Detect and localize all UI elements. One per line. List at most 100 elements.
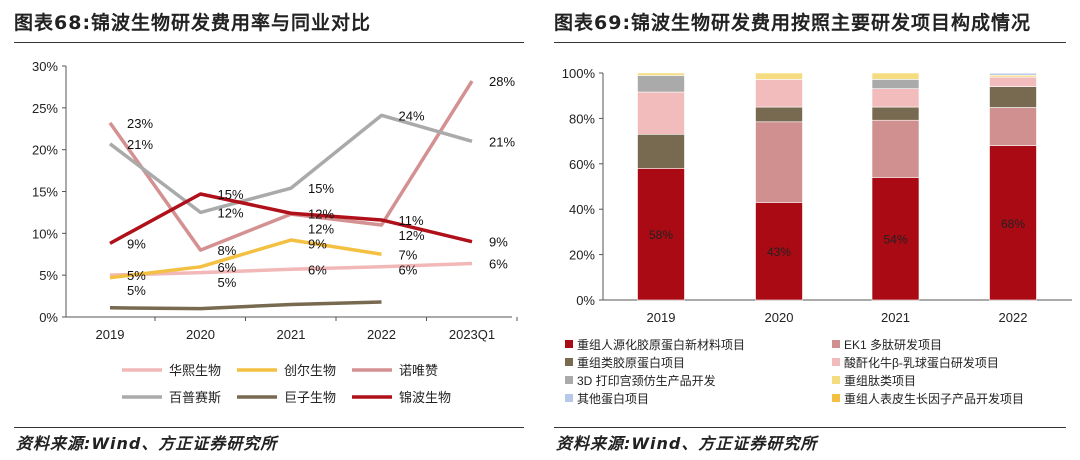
legend-label: EK1 多肽研发项目 [844, 337, 942, 352]
data-label: 9% [308, 236, 327, 251]
bar-label: 43% [767, 245, 791, 259]
x-tick-label: 2019 [647, 310, 676, 325]
series-line-3 [108, 113, 473, 215]
data-label: 23% [127, 116, 153, 131]
series-line-1 [109, 238, 382, 280]
data-label: 12% [308, 221, 334, 236]
legend-swatch [565, 394, 573, 402]
legend-label: 重组类胶原蛋白项目 [577, 355, 685, 370]
bar-segment-4 [637, 75, 685, 93]
bar-segment-0 [989, 145, 1037, 301]
y-tick-label: 0% [576, 293, 595, 308]
left-title-rule [14, 42, 524, 43]
data-label: 28% [489, 74, 515, 89]
bar-segment-2 [637, 133, 685, 169]
line-chart: 0% 5% 10% 15% 20% 25% 30% 2019 2020 2021 2022 2023Q… [32, 59, 518, 405]
left-source-rule [14, 427, 524, 428]
y-tick-label: 0% [39, 310, 58, 325]
data-label: 7% [399, 247, 418, 262]
data-label: 9% [489, 235, 508, 250]
data-label: 6% [308, 262, 327, 277]
bar-segment-0 [871, 177, 920, 301]
x-tick-label: 2023Q1 [449, 327, 495, 342]
bar-segment-5 [755, 72, 803, 80]
y-tick-label: 20% [32, 143, 58, 158]
bar-segment-2 [871, 106, 920, 121]
y-tick-label: 25% [32, 101, 58, 116]
y-tick-label: 40% [569, 202, 595, 217]
data-label: 5% [127, 283, 146, 298]
legend-swatch [832, 376, 840, 384]
x-tick-label: 2021 [881, 310, 910, 325]
series-line-0 [109, 261, 473, 277]
bar-segment-1 [989, 107, 1037, 146]
bar-segment-4 [871, 79, 920, 89]
data-label: 6% [218, 260, 237, 275]
left-source: 资料来源:Wind、方正证券研究所 [16, 434, 278, 453]
data-label: 24% [399, 108, 425, 123]
y-tick-label: 30% [32, 59, 58, 74]
legend-label: 重组人源化胶原蛋白新材料项目 [577, 337, 745, 352]
legend-label: 百普赛斯 [169, 390, 221, 405]
bar-segment-5 [637, 72, 685, 76]
legend-label: 重组人表皮生长因子产品开发项目 [844, 391, 1024, 406]
x-tick-label: 2020 [765, 310, 794, 325]
y-tick-label: 15% [32, 185, 58, 200]
legend-label: 3D 打印宫颈仿生产品开发 [577, 373, 716, 388]
right-source-rule [554, 427, 1066, 428]
y-tick-label: 10% [32, 226, 58, 241]
bar-segment-6 [989, 72, 1037, 76]
bar-segment-0 [637, 168, 685, 301]
legend-swatch [565, 376, 573, 384]
x-tick-label: 2020 [186, 327, 215, 342]
y-tick-label: 5% [39, 268, 58, 283]
series-line-4 [109, 300, 382, 311]
data-label: 15% [308, 181, 334, 196]
legend-label: 诺唯赞 [399, 363, 438, 378]
right-title-rule [554, 42, 1066, 43]
bar-segment-3 [637, 91, 685, 135]
bar-segment-5 [871, 72, 920, 80]
stacked-bar-chart: 0% 20% 40% 60% 80% 100% 2019 58% 2020 43% 2021 54% 2… [562, 66, 1072, 406]
y-tick-label: 100% [562, 66, 596, 81]
bar-segment-0 [755, 202, 803, 301]
legend-label: 巨子生物 [284, 390, 336, 405]
legend-swatch [565, 340, 573, 348]
data-label: 8% [218, 243, 237, 258]
data-label: 12% [308, 206, 334, 221]
bar-label: 58% [649, 228, 673, 242]
bar-segment-2 [755, 106, 803, 123]
bar-segment-3 [871, 88, 920, 108]
legend-swatch [832, 340, 840, 348]
data-label: 6% [489, 256, 508, 271]
legend-label: 其他蛋白项目 [577, 391, 649, 406]
data-label: 9% [127, 236, 146, 251]
bar-segment-2 [989, 86, 1037, 108]
bar-label: 68% [1001, 217, 1025, 231]
data-label: 5% [127, 268, 146, 283]
data-label: 15% [218, 187, 244, 202]
legend-label: 酸酐化牛β-乳球蛋白研发项目 [844, 355, 999, 370]
legend-label: 华熙生物 [169, 363, 221, 378]
bar-segment-1 [755, 121, 803, 203]
data-label: 12% [399, 228, 425, 243]
data-label: 6% [399, 262, 418, 277]
legend-label: 创尔生物 [284, 363, 336, 378]
data-label: 21% [489, 134, 515, 149]
x-tick-label: 2022 [999, 310, 1028, 325]
legend-swatch [832, 358, 840, 366]
right-source: 资料来源:Wind、方正证券研究所 [556, 434, 818, 453]
series-line-5 [109, 192, 473, 245]
y-tick-label: 80% [569, 111, 595, 126]
data-label: 12% [218, 205, 244, 220]
y-tick-label: 60% [569, 157, 595, 172]
legend-swatch [565, 358, 573, 366]
bar-label: 54% [883, 233, 907, 247]
bar-segment-3 [755, 79, 803, 108]
data-label: 5% [218, 275, 237, 290]
right-chart-title: 图表69:锦波生物研发费用按照主要研发项目构成情况 [554, 12, 1032, 34]
legend-label: 重组肽类项目 [844, 373, 916, 388]
bar-segment-1 [871, 119, 920, 178]
left-chart-title: 图表68:锦波生物研发费用率与同业对比 [14, 12, 372, 34]
